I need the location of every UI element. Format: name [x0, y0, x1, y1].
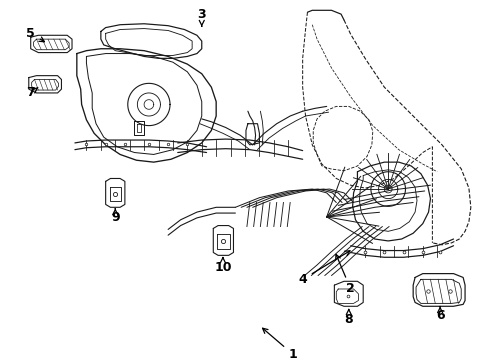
Text: 6: 6 [436, 307, 444, 323]
Text: 8: 8 [344, 310, 353, 326]
Text: 10: 10 [214, 258, 232, 274]
Text: 1: 1 [263, 328, 297, 360]
Text: 5: 5 [26, 27, 45, 42]
Text: 2: 2 [336, 255, 355, 296]
Text: 7: 7 [26, 86, 38, 99]
Text: 9: 9 [111, 208, 120, 224]
Text: 4: 4 [298, 251, 350, 286]
Text: 3: 3 [197, 8, 206, 26]
